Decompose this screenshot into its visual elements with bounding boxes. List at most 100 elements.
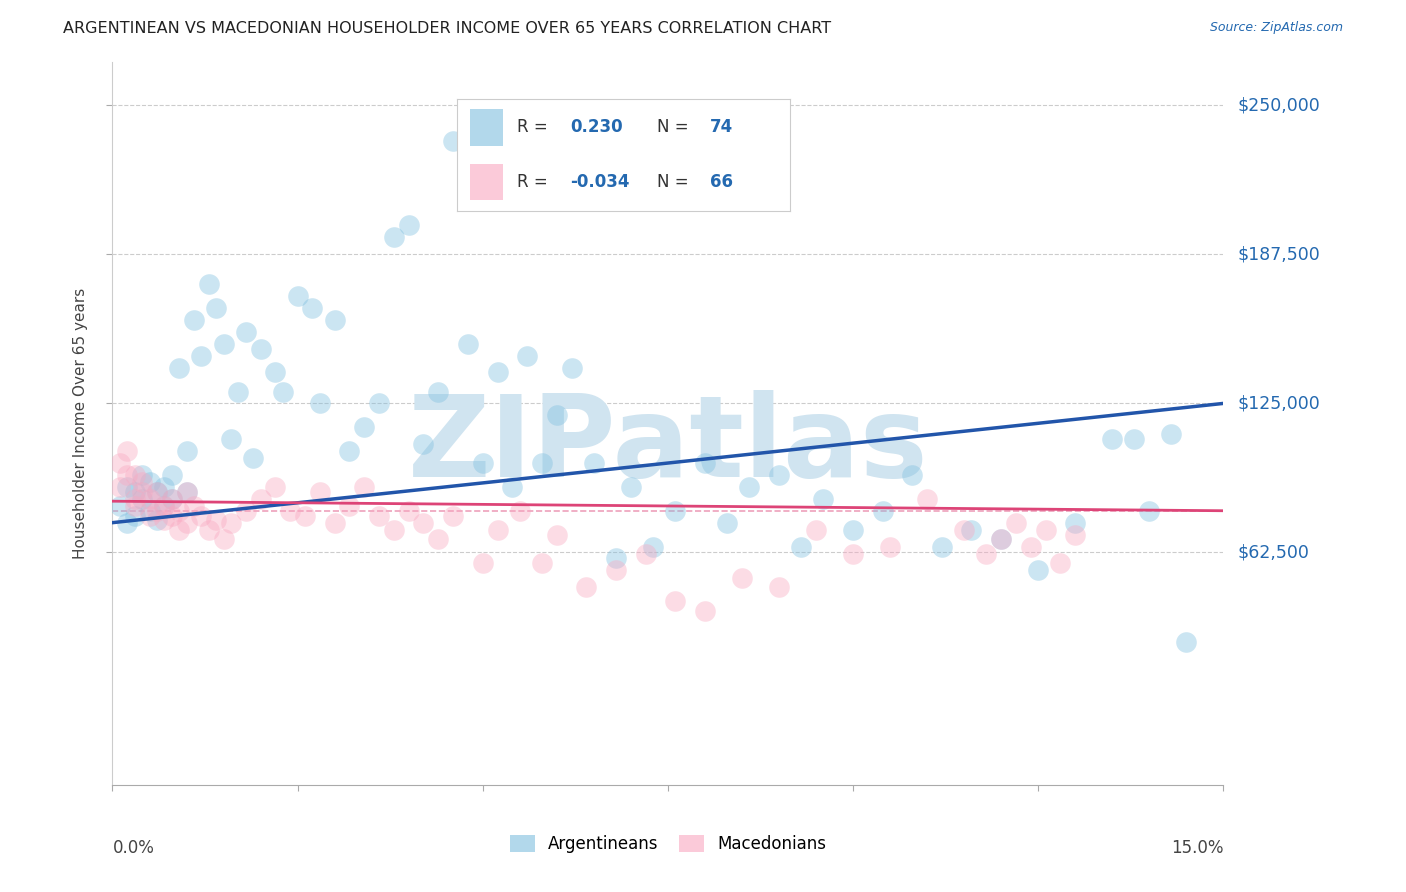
Point bbox=[813, 491, 835, 506]
Point bbox=[153, 499, 176, 513]
Point bbox=[486, 366, 509, 380]
Point bbox=[176, 516, 198, 530]
Point bbox=[738, 480, 761, 494]
Point bbox=[1160, 427, 1182, 442]
Point bbox=[153, 480, 176, 494]
Point bbox=[117, 480, 139, 494]
Text: 15.0%: 15.0% bbox=[1171, 839, 1223, 857]
Point bbox=[242, 451, 264, 466]
Point bbox=[308, 396, 330, 410]
Point bbox=[471, 456, 494, 470]
Point bbox=[664, 504, 686, 518]
Point bbox=[872, 504, 894, 518]
Point bbox=[131, 491, 153, 506]
Point bbox=[278, 504, 301, 518]
Point bbox=[368, 508, 391, 523]
Text: 0.0%: 0.0% bbox=[112, 839, 155, 857]
Point bbox=[249, 342, 271, 356]
Point bbox=[582, 456, 605, 470]
Text: Source: ZipAtlas.com: Source: ZipAtlas.com bbox=[1209, 21, 1343, 35]
Point bbox=[212, 533, 235, 547]
Text: ARGENTINEAN VS MACEDONIAN HOUSEHOLDER INCOME OVER 65 YEARS CORRELATION CHART: ARGENTINEAN VS MACEDONIAN HOUSEHOLDER IN… bbox=[63, 21, 831, 37]
Point bbox=[561, 360, 583, 375]
Point bbox=[509, 504, 531, 518]
Point bbox=[167, 360, 190, 375]
Point bbox=[1137, 504, 1160, 518]
Point bbox=[931, 540, 953, 554]
Point bbox=[412, 437, 434, 451]
Point bbox=[146, 504, 169, 518]
Point bbox=[879, 540, 901, 554]
Point bbox=[146, 513, 169, 527]
Point bbox=[219, 516, 242, 530]
Point bbox=[117, 516, 139, 530]
Point bbox=[398, 218, 420, 232]
Point bbox=[249, 491, 271, 506]
Point bbox=[160, 467, 183, 482]
Point bbox=[1049, 556, 1071, 570]
Point bbox=[323, 313, 346, 327]
Point bbox=[1101, 432, 1123, 446]
Text: $62,500: $62,500 bbox=[1237, 543, 1309, 561]
Point bbox=[546, 409, 568, 423]
Point bbox=[264, 480, 287, 494]
Point bbox=[124, 491, 146, 506]
Point bbox=[160, 491, 183, 506]
Point bbox=[176, 484, 198, 499]
Point bbox=[716, 516, 738, 530]
Point bbox=[108, 480, 131, 494]
Point bbox=[605, 551, 627, 566]
Point bbox=[953, 523, 976, 537]
Point bbox=[228, 384, 250, 399]
Point bbox=[804, 523, 827, 537]
Y-axis label: Householder Income Over 65 years: Householder Income Over 65 years bbox=[73, 288, 89, 559]
Point bbox=[323, 516, 346, 530]
Point bbox=[693, 456, 716, 470]
Point bbox=[693, 604, 716, 618]
Point bbox=[167, 504, 190, 518]
Point bbox=[530, 456, 553, 470]
Point bbox=[197, 277, 219, 292]
Point bbox=[212, 336, 235, 351]
Point bbox=[1175, 635, 1198, 649]
Point bbox=[108, 456, 131, 470]
Point bbox=[382, 229, 405, 244]
Point bbox=[382, 523, 405, 537]
Point bbox=[1019, 540, 1042, 554]
Point bbox=[486, 523, 509, 537]
Point bbox=[235, 504, 257, 518]
Point bbox=[1026, 563, 1049, 577]
Point bbox=[153, 513, 176, 527]
Legend: Argentineans, Macedonians: Argentineans, Macedonians bbox=[503, 828, 832, 860]
Point bbox=[294, 508, 316, 523]
Point bbox=[271, 384, 294, 399]
Point bbox=[427, 533, 450, 547]
Text: $187,500: $187,500 bbox=[1237, 245, 1320, 263]
Point bbox=[353, 480, 375, 494]
Point bbox=[915, 491, 938, 506]
Point bbox=[1123, 432, 1146, 446]
Point bbox=[634, 547, 657, 561]
Text: $125,000: $125,000 bbox=[1237, 394, 1320, 412]
Point bbox=[235, 325, 257, 339]
Point bbox=[183, 313, 205, 327]
Point bbox=[190, 508, 212, 523]
Point bbox=[183, 499, 205, 513]
Point bbox=[167, 523, 190, 537]
Point bbox=[501, 480, 523, 494]
Point bbox=[1005, 516, 1028, 530]
Point bbox=[605, 563, 627, 577]
Point bbox=[138, 504, 160, 518]
Point bbox=[117, 444, 139, 458]
Point bbox=[842, 547, 865, 561]
Point bbox=[990, 533, 1012, 547]
Point bbox=[146, 484, 169, 499]
Point bbox=[190, 349, 212, 363]
Point bbox=[124, 499, 146, 513]
Point bbox=[441, 508, 464, 523]
Point bbox=[790, 540, 813, 554]
Point bbox=[160, 508, 183, 523]
Point bbox=[138, 508, 160, 523]
Point bbox=[620, 480, 643, 494]
Point bbox=[124, 467, 146, 482]
